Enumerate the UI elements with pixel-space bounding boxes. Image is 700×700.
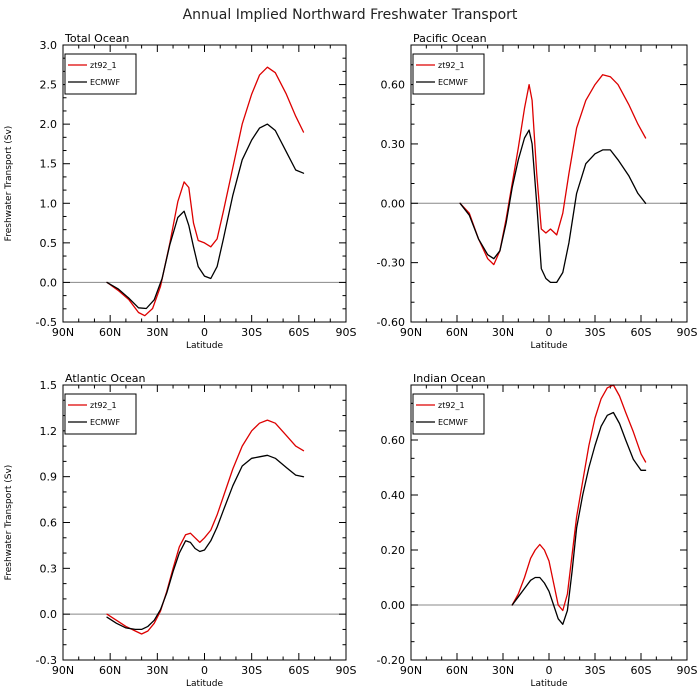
indian-ocean-xlabel: Latitude xyxy=(530,679,568,689)
atlantic-ocean-xtick-label: 90S xyxy=(336,664,357,677)
total-ocean-series-ecmwf xyxy=(106,123,305,310)
total-ocean-xtick-label: 90N xyxy=(52,326,74,339)
atlantic-ocean-ylabel: Freshwater Transport (Sv) xyxy=(4,465,14,581)
atlantic-ocean-ytick-label: 0.6 xyxy=(40,517,58,530)
atlantic-ocean-panel: Atlantic Ocean 90N 60N 30N 0 30S 60S 90S -0.3 0.0… xyxy=(4,372,357,689)
pacific-ocean-ytick-label: 0.60 xyxy=(381,79,406,92)
pacific-ocean-xlabel: Latitude xyxy=(530,341,568,351)
atlantic-ocean-xtick-label: 30N xyxy=(146,664,168,677)
indian-ocean-xtick-label: 90S xyxy=(677,664,698,677)
indian-ocean-ytick-label: 0.60 xyxy=(381,434,406,447)
pacific-ocean-legend-label-zt92-1: zt92_1 xyxy=(438,61,465,70)
atlantic-ocean-plot-frame xyxy=(62,384,347,661)
atlantic-ocean-xtick-label: 90N xyxy=(52,664,74,677)
indian-ocean-plot-frame xyxy=(410,384,688,661)
total-ocean-panel: Total Ocean 90N 60N 30N 0 30S 60S 90S -0.5 0.0 0.5… xyxy=(4,32,357,351)
indian-ocean-ytick-label: -0.20 xyxy=(377,654,405,667)
atlantic-ocean-ytick-label: 1.2 xyxy=(40,425,58,438)
atlantic-ocean-ytick-label: 1.5 xyxy=(40,379,58,392)
total-ocean-plot-frame xyxy=(62,44,347,323)
total-ocean-xtick-label: 30S xyxy=(241,326,262,339)
total-ocean-xtick-label: 30N xyxy=(146,326,168,339)
total-ocean-ytick-label: 0.5 xyxy=(40,237,58,250)
atlantic-ocean-ytick-label: -0.3 xyxy=(36,654,57,667)
pacific-ocean-legend-box xyxy=(412,53,485,95)
pacific-ocean-xtick-label: 90N xyxy=(400,326,422,339)
figure-title: Annual Implied Northward Freshwater Tran… xyxy=(183,7,518,23)
pacific-ocean-title: Pacific Ocean xyxy=(413,32,487,45)
atlantic-ocean-ytick-label: 0.0 xyxy=(40,608,58,621)
atlantic-ocean-legend-label-ecmwf: ECMWF xyxy=(90,418,120,427)
total-ocean-xlabel: Latitude xyxy=(186,341,224,351)
pacific-ocean-panel: Pacific Ocean 90N 60N 30N 0 30S 60S 90S -0.60 -0.… xyxy=(377,32,698,351)
indian-ocean-series-ecmwf xyxy=(511,411,647,625)
total-ocean-ytick-label: 1.5 xyxy=(40,158,58,171)
atlantic-ocean-ytick-label: 0.3 xyxy=(40,562,58,575)
indian-ocean-title: Indian Ocean xyxy=(413,372,486,385)
pacific-ocean-plot-frame xyxy=(410,44,688,323)
indian-ocean-legend-label-ecmwf: ECMWF xyxy=(438,418,468,427)
pacific-ocean-xtick-label: 60N xyxy=(446,326,468,339)
pacific-ocean-xtick-label: 30S xyxy=(585,326,606,339)
pacific-ocean-xtick-label: 30N xyxy=(492,326,514,339)
indian-ocean-legend-label-zt92-1: zt92_1 xyxy=(438,401,465,410)
indian-ocean-ytick-label: 0.40 xyxy=(381,489,406,502)
atlantic-ocean-legend-box xyxy=(64,393,137,435)
indian-ocean-ytick-label: 0.00 xyxy=(381,599,406,612)
pacific-ocean-xtick-label: 90S xyxy=(677,326,698,339)
pacific-ocean-ytick-label: -0.30 xyxy=(377,257,405,270)
indian-ocean-xtick-label: 30S xyxy=(585,664,606,677)
total-ocean-ytick-label: 2.5 xyxy=(40,79,58,92)
total-ocean-xtick-label: 90S xyxy=(336,326,357,339)
indian-ocean-xtick-label: 60N xyxy=(446,664,468,677)
atlantic-ocean-title: Atlantic Ocean xyxy=(65,372,146,385)
pacific-ocean-ytick-label: 0.00 xyxy=(381,197,406,210)
total-ocean-title: Total Ocean xyxy=(64,32,129,45)
atlantic-ocean-xtick-label: 0 xyxy=(201,664,208,677)
atlantic-ocean-xlabel: Latitude xyxy=(186,679,224,689)
indian-ocean-xtick-label: 30N xyxy=(492,664,514,677)
total-ocean-legend-label-ecmwf: ECMWF xyxy=(90,78,120,87)
indian-ocean-ytick-label: 0.20 xyxy=(381,544,406,557)
pacific-ocean-legend-label-ecmwf: ECMWF xyxy=(438,78,468,87)
indian-ocean-xtick-label: 60S xyxy=(631,664,652,677)
total-ocean-ytick-label: -0.5 xyxy=(36,316,57,329)
indian-ocean-legend-box xyxy=(412,393,485,435)
total-ocean-ytick-label: 0.0 xyxy=(40,276,58,289)
atlantic-ocean-series-ecmwf xyxy=(106,454,305,631)
indian-ocean-panel: Indian Ocean 90N 60N 30N 0 30S 60S 90S -0.20 0.00… xyxy=(377,372,698,689)
pacific-ocean-ytick-label: -0.60 xyxy=(377,316,405,329)
pacific-ocean-xtick-label: 60S xyxy=(631,326,652,339)
total-ocean-ytick-label: 2.0 xyxy=(40,118,58,131)
pacific-ocean-xtick-label: 0 xyxy=(546,326,553,339)
atlantic-ocean-ytick-label: 0.9 xyxy=(40,471,58,484)
pacific-ocean-series-zt92-1 xyxy=(459,74,647,266)
indian-ocean-xtick-label: 90N xyxy=(400,664,422,677)
atlantic-ocean-legend-label-zt92-1: zt92_1 xyxy=(90,401,117,410)
pacific-ocean-ytick-label: 0.30 xyxy=(381,138,406,151)
atlantic-ocean-series-zt92-1 xyxy=(106,419,305,635)
total-ocean-xtick-label: 60N xyxy=(99,326,121,339)
atlantic-ocean-xtick-label: 60N xyxy=(99,664,121,677)
indian-ocean-series-zt92-1 xyxy=(511,384,647,612)
total-ocean-ytick-label: 3.0 xyxy=(40,39,58,52)
total-ocean-legend-label-zt92-1: zt92_1 xyxy=(90,61,117,70)
atlantic-ocean-xtick-label: 30S xyxy=(241,664,262,677)
pacific-ocean-series-ecmwf xyxy=(459,129,647,284)
total-ocean-ytick-label: 1.0 xyxy=(40,197,58,210)
total-ocean-ylabel: Freshwater Transport (Sv) xyxy=(4,126,14,242)
total-ocean-legend-box xyxy=(64,53,137,95)
total-ocean-xtick-label: 60S xyxy=(288,326,309,339)
total-ocean-series-zt92-1 xyxy=(106,66,305,317)
atlantic-ocean-xtick-label: 60S xyxy=(288,664,309,677)
indian-ocean-xtick-label: 0 xyxy=(546,664,553,677)
total-ocean-xtick-label: 0 xyxy=(201,326,208,339)
